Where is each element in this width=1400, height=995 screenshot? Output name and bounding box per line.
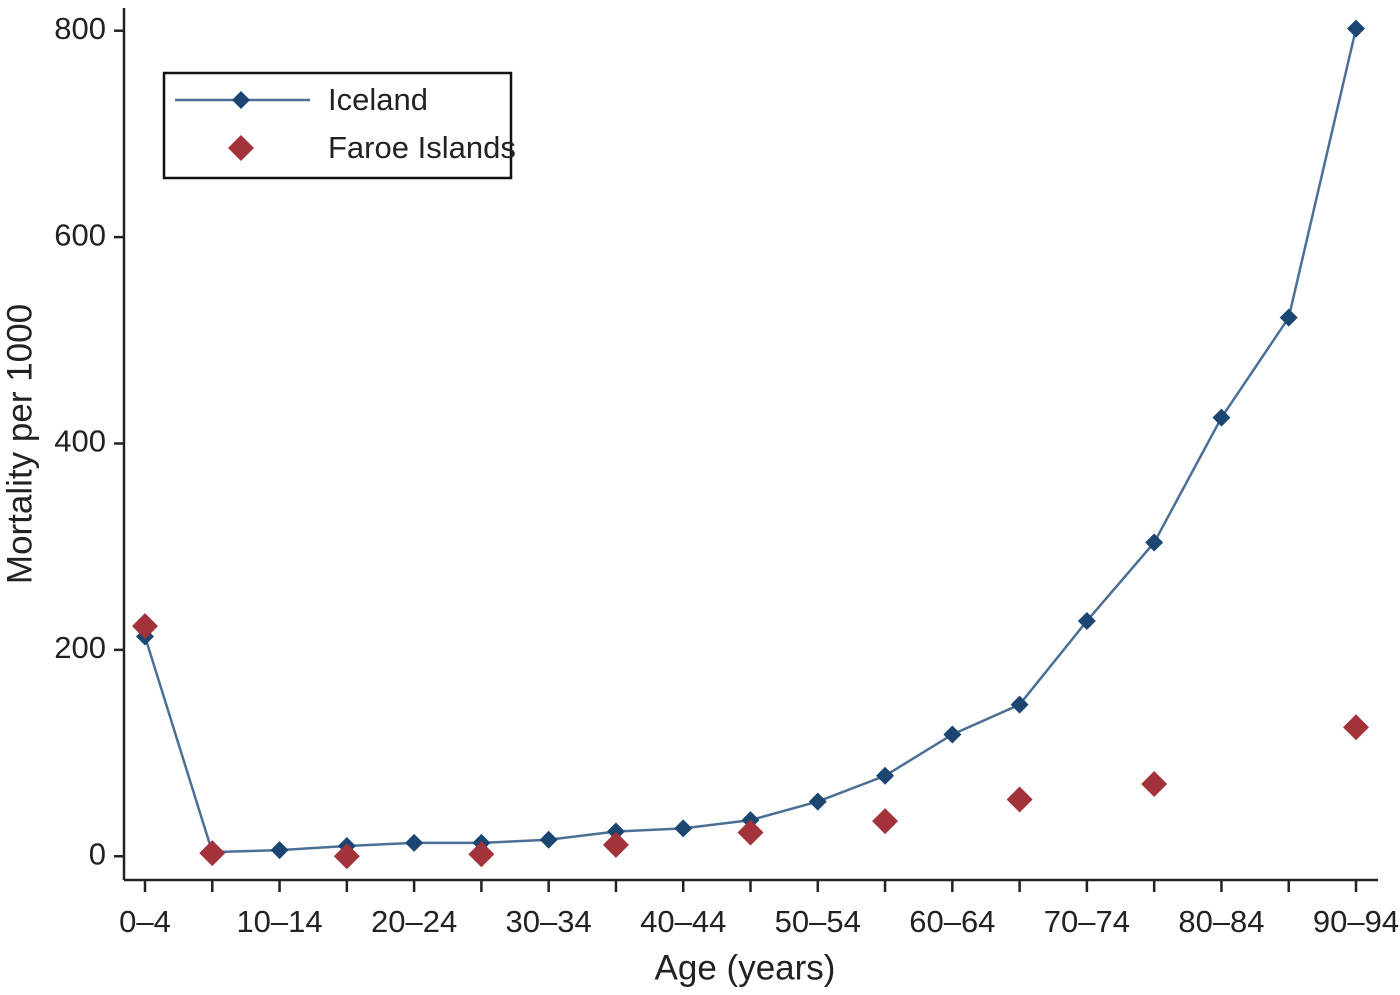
data-point <box>1006 786 1033 813</box>
data-point <box>872 808 899 835</box>
data-point <box>1077 611 1096 630</box>
y-tick-label: 400 <box>54 424 106 459</box>
legend-box <box>162 71 513 180</box>
y-tick-label: 0 <box>89 836 106 871</box>
data-point <box>808 792 827 811</box>
data-point <box>606 822 625 841</box>
data-point <box>1279 308 1298 327</box>
data-point <box>132 613 158 640</box>
x-tick-label: 50–54 <box>775 904 861 939</box>
data-point <box>1212 408 1231 427</box>
x-axis-label: Age (years) <box>655 948 836 987</box>
data-point <box>539 830 558 849</box>
legend-label: Iceland <box>328 82 428 117</box>
data-point <box>602 831 629 858</box>
legend-marker <box>228 135 254 161</box>
x-tick-label: 80–84 <box>1178 904 1264 939</box>
data-point <box>876 766 895 785</box>
data-point <box>1010 695 1029 714</box>
x-tick-label: 60–64 <box>909 904 995 939</box>
data-point <box>1343 714 1369 741</box>
x-tick-label: 10–14 <box>236 904 322 939</box>
x-tick-label: 70–74 <box>1044 904 1130 939</box>
x-tick-label: 40–44 <box>640 904 726 939</box>
data-point <box>405 833 424 852</box>
data-point <box>270 841 289 860</box>
data-point <box>943 725 962 744</box>
data-point <box>333 843 360 870</box>
y-tick-label: 600 <box>54 217 106 252</box>
legend-marker <box>232 91 250 109</box>
x-tick-label: 90–94 <box>1313 904 1399 939</box>
x-tick-label: 30–34 <box>506 904 592 939</box>
x-tick-label: 20–24 <box>371 904 457 939</box>
y-axis-label: Mortality per 1000 <box>0 304 39 584</box>
y-tick-label: 200 <box>54 630 106 665</box>
data-point <box>468 841 495 868</box>
data-point <box>1141 771 1168 798</box>
legend-label: Faroe Islands <box>328 130 516 165</box>
x-tick-label: 0–4 <box>119 904 171 939</box>
y-tick-label: 800 <box>54 11 106 46</box>
data-point <box>737 819 764 846</box>
data-point <box>1145 533 1164 552</box>
data-point <box>674 819 693 838</box>
data-point <box>199 840 226 867</box>
data-point <box>1347 19 1365 38</box>
